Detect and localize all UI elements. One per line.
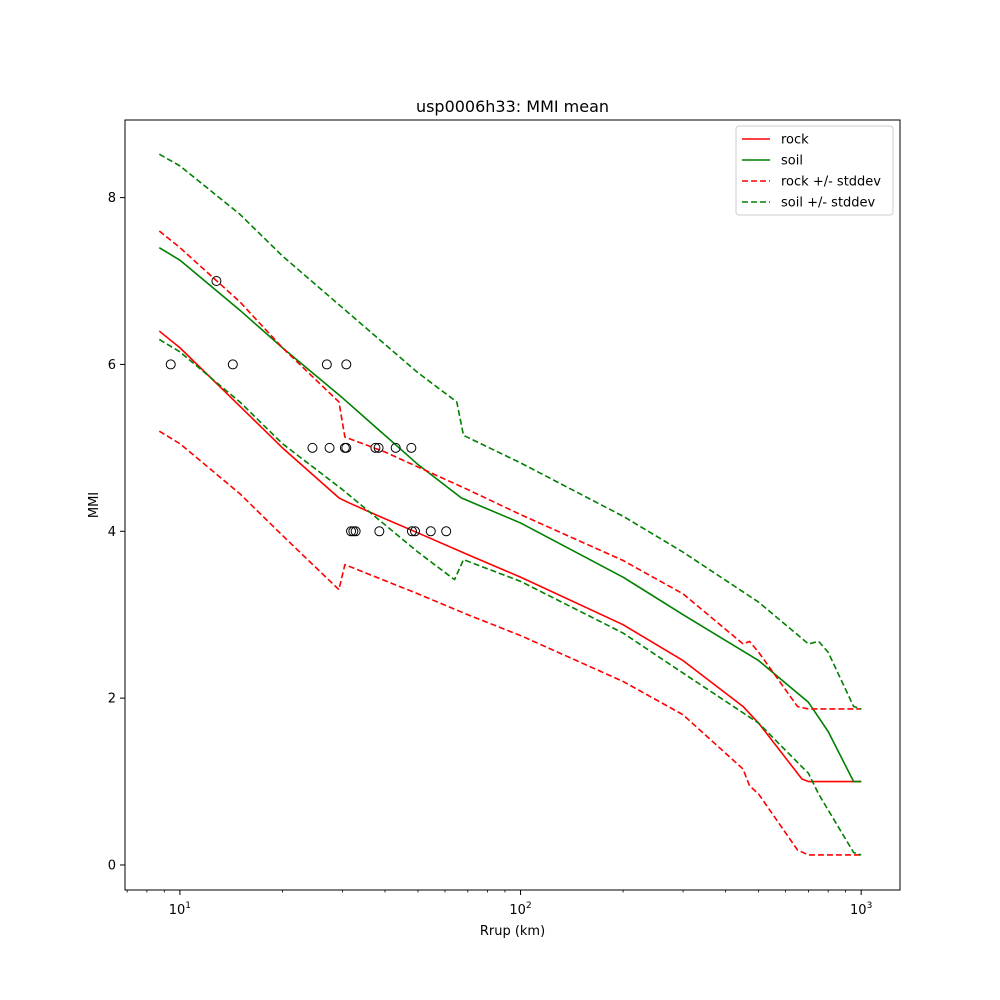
y-tick-label: 8 — [108, 191, 116, 206]
y-axis-label: MMI — [87, 492, 102, 518]
y-tick-label: 6 — [108, 358, 116, 373]
y-tick-label: 0 — [108, 858, 116, 873]
legend: rock soil rock +/- stddev soil +/- stddev — [736, 126, 893, 215]
y-tick-label: 4 — [108, 525, 116, 540]
legend-label: soil +/- stddev — [781, 196, 876, 211]
x-axis-label: Rrup (km) — [480, 924, 545, 939]
legend-label: rock — [781, 133, 809, 148]
chart-title: usp0006h33: MMI mean — [416, 97, 609, 116]
legend-label: rock +/- stddev — [781, 175, 881, 190]
y-tick-label: 2 — [108, 692, 116, 707]
legend-label: soil — [781, 154, 803, 169]
